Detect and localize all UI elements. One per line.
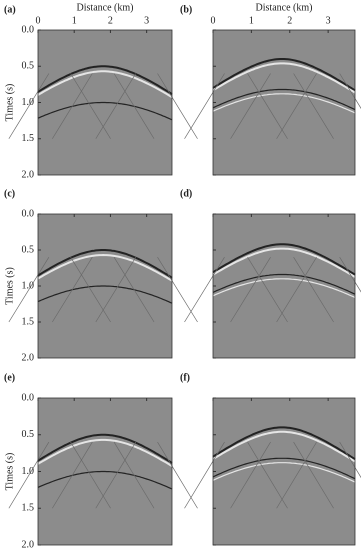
diffraction [247,257,288,323]
y-tick-label: 1.5 [22,503,35,514]
diffraction [113,257,155,323]
x-axis-label: Distance (km) [256,2,313,13]
panel-label: (a) [4,4,16,15]
reflection [212,62,356,94]
reflection [212,273,356,295]
y-tick-label: 0.0 [22,208,35,219]
reflection [212,88,356,111]
reflection [212,462,356,483]
x-tick-label: 0 [36,15,41,26]
diffraction [276,73,317,139]
reflection [37,433,173,464]
diffraction [339,73,361,109]
diffraction [184,441,225,509]
seismic-image [213,214,355,358]
seismic-image [213,398,355,545]
diffraction [276,257,317,323]
x-tick-label: 1 [249,15,254,26]
diffraction [8,257,50,323]
y-tick-label: 1.5 [22,133,35,144]
x-tick-label: 0 [211,15,216,26]
diffraction [184,257,225,323]
panel [8,29,198,176]
reflection [212,278,356,299]
panel [184,29,361,176]
diffraction [8,441,50,509]
panel-label: (c) [4,188,15,199]
y-tick-label: 0.5 [22,244,35,255]
y-tick-label: 0.5 [22,61,35,72]
reflection [212,58,356,92]
diffraction [276,441,317,509]
reflection [37,101,173,121]
diffraction [52,73,93,139]
diffraction [293,73,334,139]
y-tick-label: 0.0 [22,24,35,35]
reflection [212,243,356,276]
reflection [212,430,356,463]
panel-label: (b) [180,4,192,15]
y-tick-label: 1.0 [22,280,35,291]
diffraction [70,257,111,323]
y-axis-label: Times (s) [4,453,15,491]
x-tick-label: 3 [144,15,149,26]
seismic-image [213,30,355,175]
panel-label: (f) [180,372,190,383]
x-tick-label: 3 [326,15,331,26]
x-axis-label: Distance (km) [77,2,134,13]
diffraction [230,73,271,139]
panel-label: (d) [180,188,192,199]
y-tick-label: 1.0 [22,466,35,477]
diffraction [184,73,225,139]
reflection [212,426,356,461]
diffraction [247,73,288,139]
y-tick-label: 1.5 [22,316,35,327]
reflection [212,457,356,480]
y-axis-label: Times (s) [4,84,15,122]
diffraction [230,257,271,323]
y-tick-label: 1.0 [22,97,35,108]
y-tick-label: 2.0 [22,169,35,180]
y-tick-label: 0.0 [22,392,35,403]
diffraction [293,257,334,323]
y-tick-label: 0.5 [22,429,35,440]
diffraction [247,441,288,509]
diffraction [230,441,271,509]
reflection [37,470,173,490]
diffraction [95,73,137,139]
diffraction [113,441,155,509]
y-tick-label: 2.0 [22,352,35,363]
reflection [37,249,173,279]
reflection [212,247,356,278]
diffraction [339,441,361,479]
x-tick-label: 2 [287,15,292,26]
y-axis-label: Times (s) [4,267,15,305]
diffraction [95,257,137,323]
reflection [37,438,173,467]
panel [8,397,198,546]
panel [184,397,361,546]
reflection [37,65,173,96]
x-tick-label: 2 [108,15,113,26]
diffraction [8,73,50,139]
reflection [37,285,173,304]
reflection [212,93,356,114]
diffraction [293,441,334,509]
diffraction [95,441,137,509]
panel-label: (e) [4,372,15,383]
diffraction [52,441,93,509]
diffraction [52,257,93,323]
reflection [37,253,173,282]
reflection [37,70,173,99]
panel [8,213,198,359]
diffraction [70,441,111,509]
diffraction [70,73,111,139]
x-tick-label: 1 [72,15,77,26]
panel [184,213,361,359]
y-tick-label: 2.0 [22,539,35,550]
diffraction [113,73,155,139]
diffraction [339,257,361,293]
